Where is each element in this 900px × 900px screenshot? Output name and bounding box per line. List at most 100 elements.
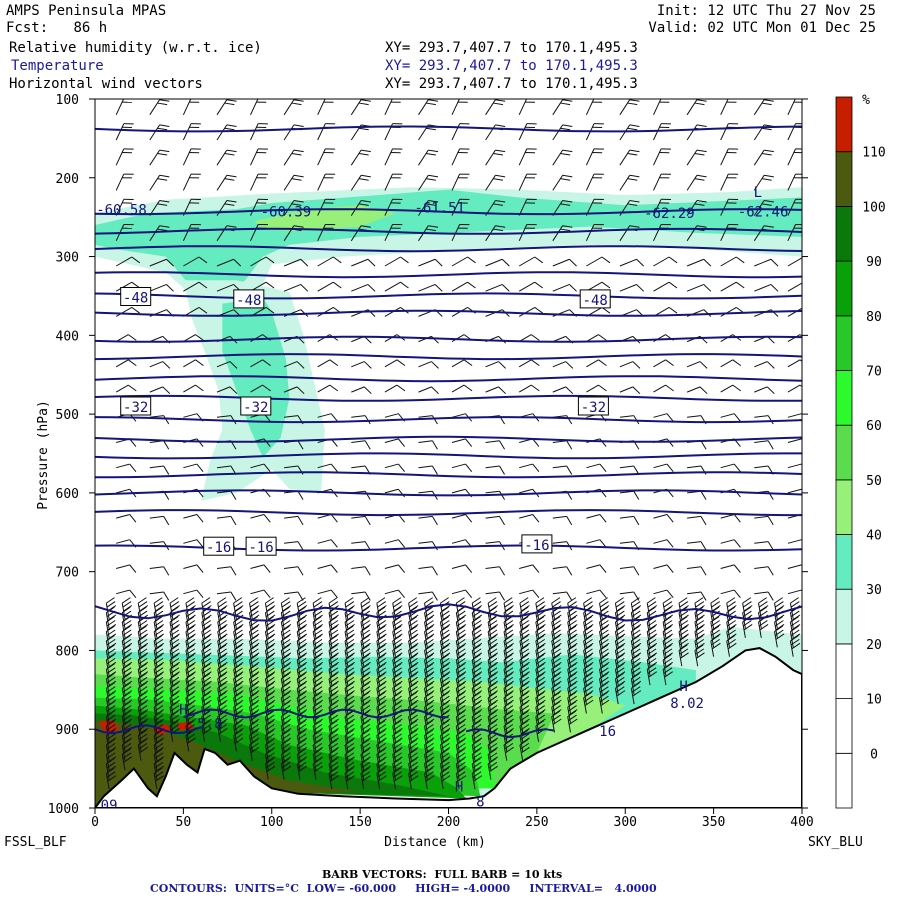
wind-barb	[201, 720, 212, 742]
wind-barb	[518, 256, 544, 267]
wind-barb	[183, 359, 204, 368]
barb-feather	[599, 682, 608, 689]
barb-feather	[217, 597, 227, 604]
barb-staff	[317, 564, 332, 569]
barb-feather	[473, 775, 483, 782]
barb-feather	[552, 629, 561, 636]
wind-barb	[312, 644, 323, 667]
barb-staff	[317, 463, 332, 469]
wind-barb	[424, 616, 435, 638]
wind-barb	[351, 541, 371, 551]
barb-feather	[312, 739, 322, 746]
barb-feather	[233, 701, 243, 708]
barb-feather	[170, 714, 180, 721]
barb-feather	[424, 705, 434, 712]
wind-barb	[249, 682, 260, 705]
barb-feather	[424, 648, 434, 655]
barb-feather	[234, 605, 244, 612]
wind-barb	[519, 513, 540, 523]
barb-feather	[566, 415, 573, 425]
barb-staff	[351, 415, 366, 418]
barb-feather	[498, 335, 507, 344]
barb-feather	[202, 642, 212, 650]
barb-feather	[393, 624, 403, 631]
barb-feather	[376, 710, 386, 718]
barb-feather	[265, 672, 274, 680]
wind-barb	[487, 644, 498, 667]
wind-barb	[183, 438, 204, 447]
wind-barb	[360, 739, 371, 761]
barb-staff	[686, 258, 704, 267]
wind-barb	[619, 174, 640, 191]
field-xy-rh: XY= 293.7,407.7 to 170.1,495.3	[385, 40, 638, 56]
barb-feather	[281, 620, 291, 627]
barb-feather	[328, 644, 338, 651]
barb-feather	[328, 597, 338, 604]
barb-staff	[283, 283, 301, 292]
barb-feather	[424, 654, 433, 661]
barb-feather	[505, 709, 514, 716]
barb-feather	[710, 597, 720, 604]
barb-feather	[598, 359, 607, 366]
barb-feather	[249, 682, 258, 689]
barb-staff	[115, 148, 125, 166]
barb-staff	[586, 256, 603, 267]
barb-staff	[552, 99, 564, 116]
wind-barb	[451, 99, 470, 116]
barb-feather	[362, 775, 371, 782]
wind-barb	[384, 281, 409, 292]
barb-staff	[653, 148, 662, 166]
barb-feather	[424, 720, 433, 727]
barb-feather	[265, 638, 275, 646]
wind-barb	[424, 682, 435, 705]
valid-time: Valid: 02 UTC Mon 01 Dec 25	[648, 20, 876, 36]
barb-feather	[328, 757, 338, 765]
wind-barb	[583, 616, 594, 638]
barb-feather	[456, 757, 465, 765]
barb-feather	[106, 701, 115, 708]
barb-feather	[123, 671, 133, 678]
barb-feather	[521, 652, 530, 659]
barb-feather	[661, 173, 671, 175]
barb-staff	[317, 306, 334, 317]
barb-staff	[653, 123, 662, 141]
barb-feather	[106, 695, 116, 703]
barb-feather	[440, 729, 449, 736]
barb-staff	[518, 359, 532, 368]
wind-barb	[455, 720, 467, 742]
wind-barb	[455, 644, 467, 667]
barb-feather	[678, 625, 688, 632]
barb-feather	[249, 654, 258, 661]
barb-feather	[569, 284, 577, 292]
barb-staff	[787, 413, 802, 418]
barb-feather	[471, 597, 481, 604]
barb-feather	[472, 695, 482, 703]
wind-barb	[376, 644, 387, 667]
y-tick-label: 700	[56, 566, 79, 581]
barb-feather	[440, 657, 450, 665]
barb-feather	[726, 597, 736, 604]
barb-feather	[488, 705, 498, 712]
barb-staff	[720, 281, 737, 292]
barb-feather	[648, 624, 658, 631]
wind-barb	[250, 589, 271, 599]
wind-barb	[328, 616, 339, 638]
wind-barb	[149, 566, 170, 576]
barb-feather	[138, 705, 148, 712]
wind-barb	[153, 663, 164, 686]
barb-staff	[384, 199, 393, 216]
wind-barb	[183, 281, 208, 292]
barb-feather	[599, 676, 609, 684]
wind-barb	[149, 386, 171, 395]
barb-feather	[534, 256, 544, 264]
barb-feather	[519, 654, 529, 661]
wind-barb	[503, 663, 514, 686]
contour-label-box	[233, 289, 265, 309]
wind-barb	[552, 591, 573, 601]
barb-staff	[686, 200, 698, 216]
wind-barb	[424, 767, 435, 790]
barb-feather	[425, 624, 435, 631]
barb-feather	[700, 541, 707, 551]
barb-staff	[149, 566, 164, 569]
barb-feather	[106, 748, 115, 755]
